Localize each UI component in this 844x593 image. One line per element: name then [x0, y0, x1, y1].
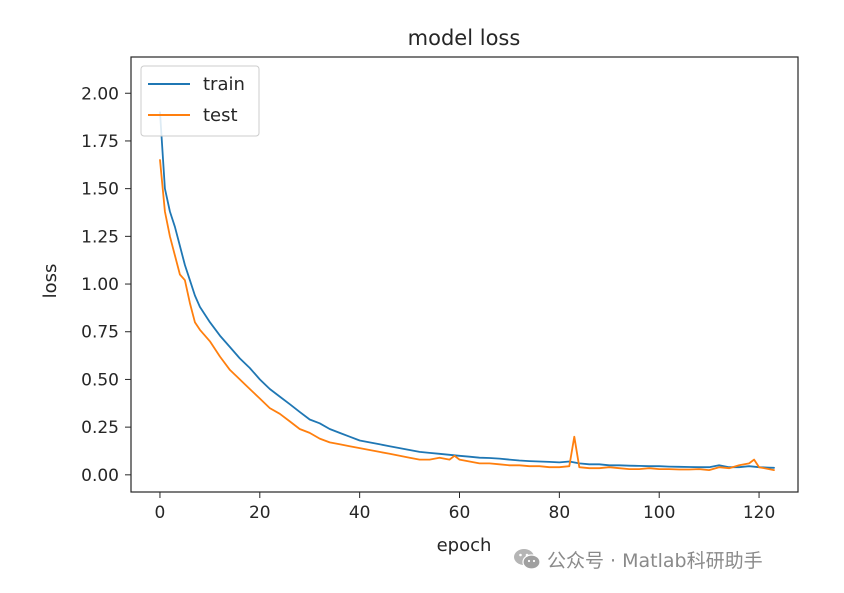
y-tick-label: 1.75 — [81, 132, 119, 152]
x-tick-label: 0 — [155, 503, 166, 523]
legend: train test — [140, 65, 260, 137]
y-tick-label: 2.00 — [81, 84, 119, 104]
y-tick-label: 1.00 — [81, 275, 119, 295]
series-line-test — [159, 159, 775, 472]
plot-area-frame — [130, 56, 799, 493]
x-axis-ticks: 0 20 40 60 80 100 120 — [155, 492, 775, 523]
series-layer — [159, 111, 775, 472]
x-tick-label: 40 — [349, 503, 371, 523]
chart-title: model loss — [408, 26, 521, 50]
x-tick-label: 120 — [743, 503, 775, 523]
y-tick-label: 0.75 — [81, 323, 119, 343]
legend-label-test: test — [203, 105, 238, 126]
y-tick-label: 0.50 — [81, 370, 119, 390]
watermark-text: 公众号 · Matlab科研助手 — [547, 549, 763, 572]
series-line-train — [159, 111, 775, 469]
x-tick-label: 20 — [249, 503, 271, 523]
x-axis-title: epoch — [437, 535, 492, 556]
wechat-icon — [514, 549, 541, 570]
y-tick-label: 0.25 — [81, 418, 119, 438]
watermark: 公众号 · Matlab科研助手 — [513, 544, 763, 574]
y-tick-label: 0.00 — [81, 466, 119, 486]
y-axis-ticks: 0.00 0.25 0.50 0.75 1.00 1.25 1.50 1.75 2.00 — [81, 84, 131, 486]
x-tick-label: 60 — [449, 503, 471, 523]
y-tick-label: 1.50 — [81, 180, 119, 200]
x-tick-label: 100 — [643, 503, 675, 523]
y-axis-title: loss — [40, 264, 61, 299]
y-tick-label: 1.25 — [81, 227, 119, 247]
x-tick-label: 80 — [549, 503, 571, 523]
legend-label-train: train — [203, 74, 245, 95]
